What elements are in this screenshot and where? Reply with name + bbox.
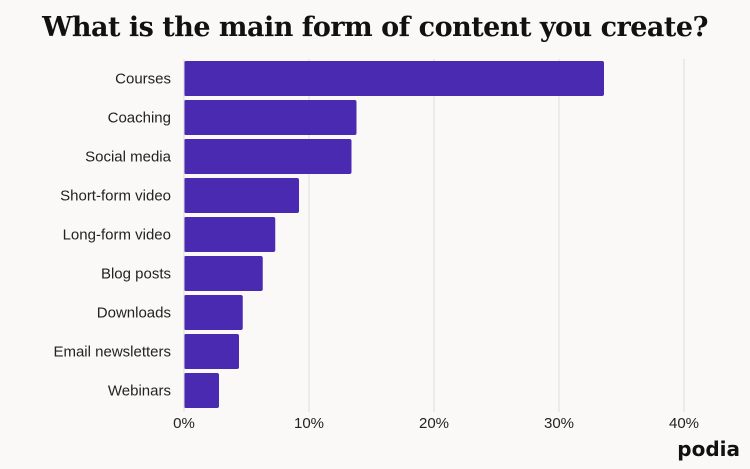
chart-title: What is the main form of content you cre…	[42, 12, 708, 43]
bar	[184, 334, 239, 369]
category-label: Social media	[85, 149, 172, 166]
category-label: Short-form video	[60, 188, 171, 205]
category-label: Blog posts	[101, 266, 171, 283]
category-label: Long-form video	[63, 227, 171, 244]
x-tick-label: 20%	[419, 415, 449, 432]
category-label: Email newsletters	[53, 344, 171, 361]
x-tick-label: 30%	[544, 415, 574, 432]
x-tick-label: 40%	[669, 415, 699, 432]
bar	[184, 256, 263, 291]
bar	[184, 61, 604, 96]
category-label: Courses	[115, 71, 171, 88]
bar	[184, 295, 243, 330]
bar	[184, 373, 219, 408]
x-tick-label: 0%	[173, 415, 195, 432]
bar	[184, 217, 276, 252]
bar	[184, 100, 357, 135]
bar	[184, 178, 299, 213]
bar	[184, 139, 352, 174]
x-tick-label: 10%	[294, 415, 324, 432]
category-label: Coaching	[108, 110, 171, 127]
category-label: Downloads	[97, 305, 171, 322]
category-label: Webinars	[108, 383, 171, 400]
brand-logo: podia	[677, 437, 740, 461]
